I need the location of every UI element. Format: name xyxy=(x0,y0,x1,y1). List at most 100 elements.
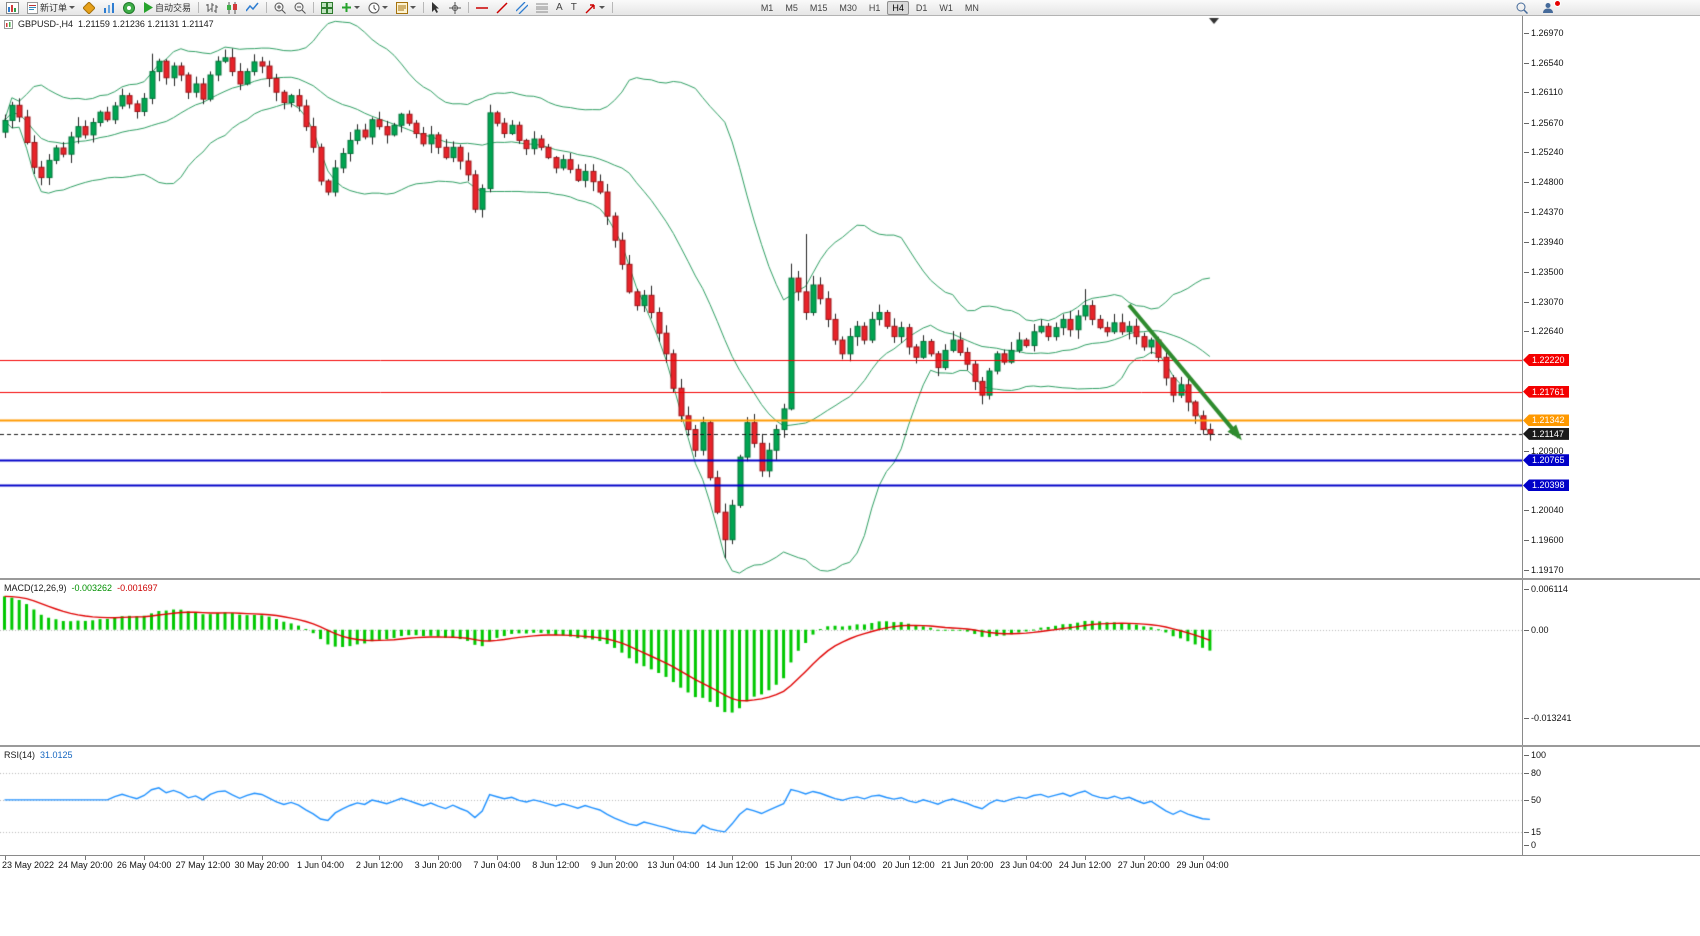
channel-button[interactable] xyxy=(512,1,532,15)
trendline-button[interactable] xyxy=(492,1,512,15)
time-label: 27 May 12:00 xyxy=(175,860,231,870)
price-tick: 1.19600 xyxy=(1524,535,1564,546)
time-tick xyxy=(909,856,910,860)
chevron-down-icon xyxy=(354,6,361,12)
timeframe-button-mn[interactable]: MN xyxy=(964,2,979,13)
search-icon xyxy=(1516,2,1528,14)
market-watch-button[interactable] xyxy=(79,1,99,15)
time-label: 14 Jun 12:00 xyxy=(706,860,759,870)
time-label: 27 Jun 20:00 xyxy=(1117,860,1170,870)
clock-icon xyxy=(368,2,380,13)
price-tick: 1.23500 xyxy=(1524,266,1564,277)
price-chart-canvas[interactable] xyxy=(0,16,1522,578)
timeframe-button-m5[interactable]: M5 xyxy=(785,2,798,13)
macd-main-value: -0.003262 xyxy=(71,583,113,593)
timeframe-button-m1[interactable]: M1 xyxy=(760,2,774,13)
macd-axis-label: 0.00 xyxy=(1524,624,1549,635)
template-icon xyxy=(396,1,409,14)
line-chart-icon xyxy=(246,2,259,11)
data-window-icon xyxy=(104,2,115,13)
fibonacci-button[interactable] xyxy=(532,1,552,15)
rsi-axis-label: 80 xyxy=(1523,768,1542,778)
timeframe-button-h4[interactable]: H4 xyxy=(887,0,909,15)
price-axis[interactable]: 1.26970 1.26540 1.26110 1.25670 1.25240 1.248… xyxy=(1522,16,1700,578)
rsi-value: 31.0125 xyxy=(40,750,73,760)
time-label: 30 May 20:00 xyxy=(234,860,290,870)
shapes-button[interactable] xyxy=(581,1,609,15)
bar-chart-icon xyxy=(206,2,219,13)
timeframe-button-w1[interactable]: W1 xyxy=(939,2,953,13)
macd-label: MACD(12,26,9) xyxy=(4,583,67,593)
macd-axis-label: -0.013241 xyxy=(1524,713,1572,723)
time-label: 20 Jun 12:00 xyxy=(882,860,935,870)
horizontal-line-button[interactable] xyxy=(472,1,492,15)
timeframe-button-m15[interactable]: M15 xyxy=(809,2,828,13)
time-tick xyxy=(673,856,674,860)
trendline-icon xyxy=(496,1,508,14)
timeframe-button-d1[interactable]: D1 xyxy=(915,2,928,13)
templates-button[interactable] xyxy=(392,1,420,15)
chevron-down-icon xyxy=(69,6,76,12)
time-label: 15 Jun 20:00 xyxy=(764,860,817,870)
timeframe-toolbar: M1 M5 M15 M30 H1 H4 D1 W1 MN xyxy=(756,0,984,15)
new-order-label: 新订单 xyxy=(40,3,68,13)
autotrading-label: 自动交易 xyxy=(155,3,192,13)
time-axis[interactable]: 23 May 2022 24 May 20:00 26 May 04:00 27 Ma… xyxy=(0,855,1700,936)
indicators-button[interactable] xyxy=(337,1,364,15)
tile-windows-button[interactable] xyxy=(317,1,337,15)
toolbar-separator xyxy=(266,2,268,13)
time-label: 29 Jun 04:00 xyxy=(1176,860,1229,870)
time-tick xyxy=(379,856,380,860)
cursor-button[interactable] xyxy=(427,1,445,15)
level-price-tag: 1.21342 xyxy=(1523,414,1569,427)
periods-button[interactable] xyxy=(364,1,392,15)
current-price-tag: 1.21147 xyxy=(1523,427,1569,440)
time-label: 9 Jun 20:00 xyxy=(591,860,639,870)
crosshair-button[interactable] xyxy=(445,1,465,15)
rsi-axis[interactable]: 100 80 50 15 0 xyxy=(1522,747,1700,855)
data-window-button[interactable] xyxy=(99,1,119,15)
price-tick: 1.26110 xyxy=(1524,87,1563,98)
time-tick xyxy=(791,856,792,860)
zoom-in-button[interactable] xyxy=(270,1,290,15)
price-tick: 1.19170 xyxy=(1524,565,1564,575)
ohlc-values: 1.21159 1.21236 1.21131 1.21147 xyxy=(78,19,214,29)
add-indicator-icon xyxy=(342,3,352,12)
chevron-down-icon xyxy=(410,6,417,12)
new-order-button[interactable]: 新订单 xyxy=(23,1,79,15)
rsi-axis-label: 15 xyxy=(1523,826,1542,837)
label-tool-button[interactable]: T xyxy=(567,1,581,15)
timeframe-button-m30[interactable]: M30 xyxy=(839,2,857,13)
macd-canvas[interactable] xyxy=(0,580,1522,745)
macd-axis[interactable]: 0.006114 0.00 -0.013241 xyxy=(1522,580,1700,745)
line-chart-type-button[interactable] xyxy=(242,1,263,15)
candlestick-icon xyxy=(227,1,238,14)
autotrading-button[interactable]: 自动交易 xyxy=(139,1,195,15)
bar-chart-type-button[interactable] xyxy=(202,1,222,15)
symbol-period-label: GBPUSD-,H4 xyxy=(18,19,74,29)
timeframe-button-h1[interactable]: H1 xyxy=(868,2,881,13)
navigator-icon xyxy=(123,1,136,14)
text-tool-button[interactable]: A xyxy=(552,1,567,15)
fibonacci-icon xyxy=(536,3,549,12)
zoom-out-button[interactable] xyxy=(290,1,310,15)
macd-panel: MACD(12,26,9) -0.003262 -0.001697 0.0061… xyxy=(0,578,1700,745)
new-chart-button[interactable] xyxy=(2,1,23,15)
account-button[interactable] xyxy=(1538,0,1561,15)
notification-badge xyxy=(1554,0,1561,7)
price-tick: 1.25240 xyxy=(1524,147,1564,158)
time-label: 1 Jun 04:00 xyxy=(297,860,345,870)
level-price-tag: 1.22220 xyxy=(1523,354,1569,367)
price-panel: GBPUSD-,H4 1.21159 1.21236 1.21131 1.211… xyxy=(0,16,1700,578)
time-tick xyxy=(5,856,6,860)
time-label: 8 Jun 12:00 xyxy=(532,860,580,870)
search-button[interactable] xyxy=(1512,1,1532,15)
main-toolbar: 新订单 自动交易 xyxy=(0,0,1700,16)
time-tick xyxy=(615,856,616,860)
candlestick-chart-type-button[interactable] xyxy=(222,1,242,15)
chevron-down-icon xyxy=(598,6,605,12)
navigator-button[interactable] xyxy=(119,1,139,15)
arrow-shape-icon xyxy=(585,3,595,13)
price-tick: 1.24370 xyxy=(1524,207,1564,217)
rsi-canvas[interactable] xyxy=(0,747,1522,855)
